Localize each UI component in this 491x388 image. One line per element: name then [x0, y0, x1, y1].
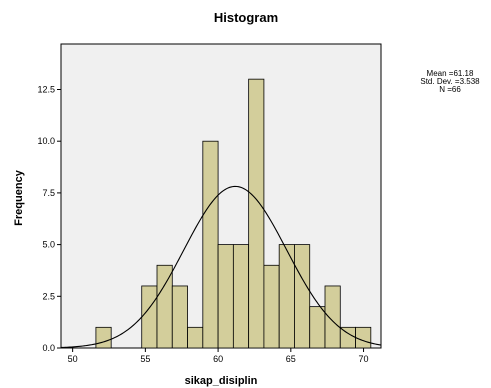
histogram-bar-7 [232, 244, 250, 349]
histogram-bar-15 [355, 326, 372, 349]
histogram-bar-13 [324, 285, 341, 349]
y-axis-ticks: 0.0 2.5 5.0 7.5 10.0 12.5 [37, 84, 61, 353]
histogram-bars [95, 78, 372, 349]
histogram-bar-1 [141, 285, 158, 349]
x-axis-ticks: 50 55 60 65 70 [68, 348, 369, 364]
histogram-bar-5 [202, 140, 219, 349]
histogram-bar-4 [187, 326, 204, 349]
x-tick-label: 65 [286, 354, 296, 364]
histogram-bar-12 [309, 306, 326, 349]
mean-text: Mean =61.18 [426, 69, 474, 78]
x-tick-label: 55 [140, 354, 150, 364]
x-tick-label: 70 [359, 354, 369, 364]
histogram-bar-3 [171, 285, 188, 349]
n-text: N =66 [439, 85, 461, 94]
y-tick-label: 10.0 [37, 136, 55, 146]
x-tick-label: 50 [68, 354, 78, 364]
y-tick-label: 12.5 [37, 84, 55, 94]
statistics-box: Mean =61.18 Std. Dev. =3.538 N =66 [414, 70, 486, 94]
histogram-bar-8 [248, 78, 265, 349]
histogram-bar-11 [294, 244, 311, 349]
histogram-bar-14 [339, 326, 356, 349]
y-axis-label: Frequency [13, 169, 25, 226]
y-tick-label: 7.5 [42, 188, 55, 198]
y-tick-label: 0.0 [42, 343, 55, 353]
histogram-bar-9 [263, 264, 280, 349]
y-tick-label: 2.5 [42, 291, 55, 301]
histogram-bar-6 [217, 244, 234, 349]
x-tick-label: 60 [213, 354, 223, 364]
histogram-bar-0 [95, 326, 112, 349]
std-dev-text: Std. Dev. =3.538 [420, 77, 480, 86]
y-tick-label: 5.0 [42, 240, 55, 250]
x-axis-label: sikap_disiplin [185, 375, 258, 387]
chart-title: Histogram [214, 10, 278, 25]
normal-curve [60, 185, 382, 349]
histogram-bar-2 [156, 264, 173, 349]
